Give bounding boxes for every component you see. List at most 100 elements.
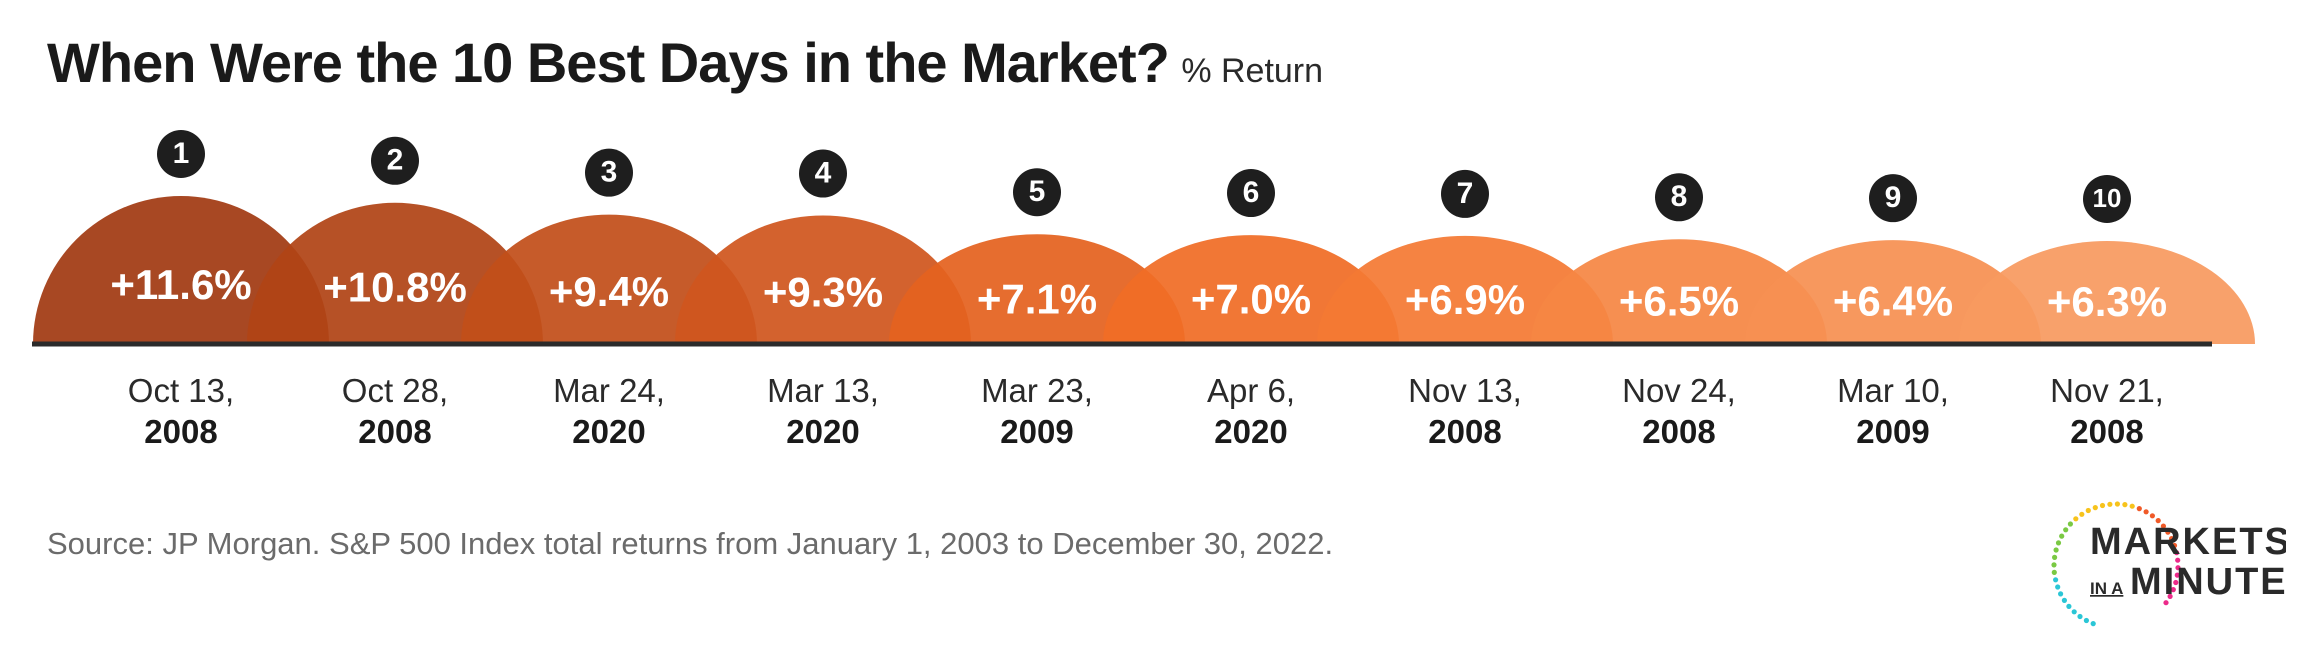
bar-dome: [1959, 241, 2255, 344]
logo-dot: [2174, 572, 2180, 578]
rank-label: 8: [1671, 180, 1688, 213]
date-day-label: Mar 23,: [981, 372, 1093, 409]
logo-dot: [2136, 506, 2142, 512]
rank-label: 9: [1885, 181, 1902, 214]
rank-label: 1: [173, 137, 190, 170]
logo-dot: [2174, 550, 2180, 556]
value-label: +9.4%: [549, 268, 669, 315]
logo-dot: [2063, 527, 2069, 533]
logo-dot: [2073, 516, 2079, 522]
rank-badge-layer: 1 2 3 4 5 6 7 8 9 10: [157, 130, 2131, 223]
rank-badge: [1869, 174, 1917, 223]
logo-dot: [2085, 507, 2091, 514]
date-year-label: 2008: [2070, 413, 2143, 450]
date-year-label: 2008: [144, 413, 217, 450]
date-year-label: 2009: [1856, 413, 1929, 450]
date-day-label: Mar 13,: [767, 372, 879, 409]
date-day-label: Mar 24,: [553, 372, 665, 409]
rank-label: 10: [2093, 183, 2122, 213]
value-label: +6.3%: [2047, 278, 2167, 325]
logo-dot: [2165, 529, 2171, 535]
logo-dot: [2175, 557, 2181, 563]
rank-badge: [1441, 169, 1489, 218]
rank-badge: [585, 148, 633, 197]
logo-dot: [2058, 591, 2064, 597]
date-year-label: 2008: [1428, 413, 1501, 450]
logo-dot: [2129, 503, 2135, 509]
logo-line2: MINUTE: [2130, 561, 2286, 603]
logo-dot: [2173, 579, 2179, 586]
logo-dot: [2170, 587, 2176, 593]
logo-dot: [2053, 547, 2059, 553]
logo-dot: [2163, 600, 2169, 606]
date-day-label: Nov 21,: [2050, 372, 2164, 409]
logo-dot: [2051, 569, 2057, 575]
logo-small: IN A: [2090, 579, 2123, 598]
logo-dot: [2169, 536, 2175, 542]
logo-dot: [2079, 511, 2085, 517]
logo-dot: [2059, 533, 2065, 539]
date-label-layer: Oct 13, 2008 Oct 28, 2008 Mar 24, 2020 Mar 13,…: [128, 372, 2164, 450]
rank-badge: [799, 149, 847, 198]
rank-label: 6: [1243, 176, 1260, 209]
value-label: +6.5%: [1619, 277, 1739, 324]
date-year-label: 2020: [572, 413, 645, 450]
rank-badge: [1655, 173, 1703, 222]
rank-badge: [1013, 168, 1061, 217]
logo-dot: [2092, 505, 2098, 511]
logo-dot: [2160, 523, 2166, 529]
logo-dot: [2066, 603, 2072, 609]
logo-dot: [2107, 501, 2113, 507]
rank-badge: [371, 136, 419, 185]
rank-badge: [157, 130, 205, 178]
title-row: When Were the 10 Best Days in the Market…: [47, 30, 1323, 95]
logo-dot: [2122, 502, 2128, 508]
value-label: +11.6%: [110, 261, 251, 308]
date-day-label: Nov 13,: [1408, 372, 1522, 409]
value-label: +7.1%: [977, 275, 1097, 322]
chart-subtitle: % Return: [1181, 52, 1324, 90]
date-year-label: 2020: [786, 413, 859, 450]
logo-dot: [2071, 609, 2077, 615]
logo-dot: [2077, 613, 2083, 620]
logo-dot-ring: [2051, 501, 2181, 627]
date-day-label: Mar 10,: [1837, 372, 1949, 409]
chart-title: When Were the 10 Best Days in the Market…: [47, 31, 1170, 94]
date-year-label: 2008: [358, 413, 431, 450]
logo-dot: [2171, 542, 2178, 549]
value-label-layer: +11.6% +10.8% +9.4% +9.3% +7.1% +7.0% +6.9% +6.…: [110, 261, 2167, 325]
value-label: +9.3%: [763, 268, 883, 315]
rank-badge: [1227, 169, 1275, 218]
logo-dot: [2114, 501, 2120, 507]
date-day-label: Oct 13,: [128, 372, 234, 409]
logo-dot: [2055, 584, 2061, 590]
logo-dot: [2067, 521, 2073, 527]
logo-dot: [2083, 617, 2089, 624]
date-year-label: 2020: [1214, 413, 1287, 450]
logo-dot: [2155, 518, 2161, 524]
logo-dot: [2061, 597, 2067, 603]
date-year-label: 2008: [1642, 413, 1715, 450]
date-day-label: Nov 24,: [1622, 372, 1736, 409]
logo-dot: [2052, 554, 2058, 560]
logo-dot: [2053, 577, 2059, 583]
logo-dot: [2099, 502, 2106, 509]
value-label: +6.4%: [1833, 278, 1953, 325]
logo-dot: [2090, 621, 2096, 627]
date-day-label: Oct 28,: [342, 372, 448, 409]
markets-in-a-minute-logo: MARKETS IN A MINUTE: [2051, 501, 2286, 627]
value-label: +7.0%: [1191, 276, 1311, 323]
logo-dot: [2055, 540, 2062, 546]
logo-dot: [2167, 593, 2173, 599]
rank-label: 4: [815, 156, 832, 189]
rank-label: 5: [1029, 175, 1046, 208]
source-note: Source: JP Morgan. S&P 500 Index total r…: [47, 526, 1334, 561]
value-label: +10.8%: [323, 263, 467, 310]
logo-dot: [2143, 509, 2149, 515]
logo-line1: MARKETS: [2090, 521, 2286, 563]
value-label: +6.9%: [1405, 276, 1525, 323]
date-year-label: 2009: [1000, 413, 1073, 450]
rank-label: 7: [1457, 177, 1474, 210]
